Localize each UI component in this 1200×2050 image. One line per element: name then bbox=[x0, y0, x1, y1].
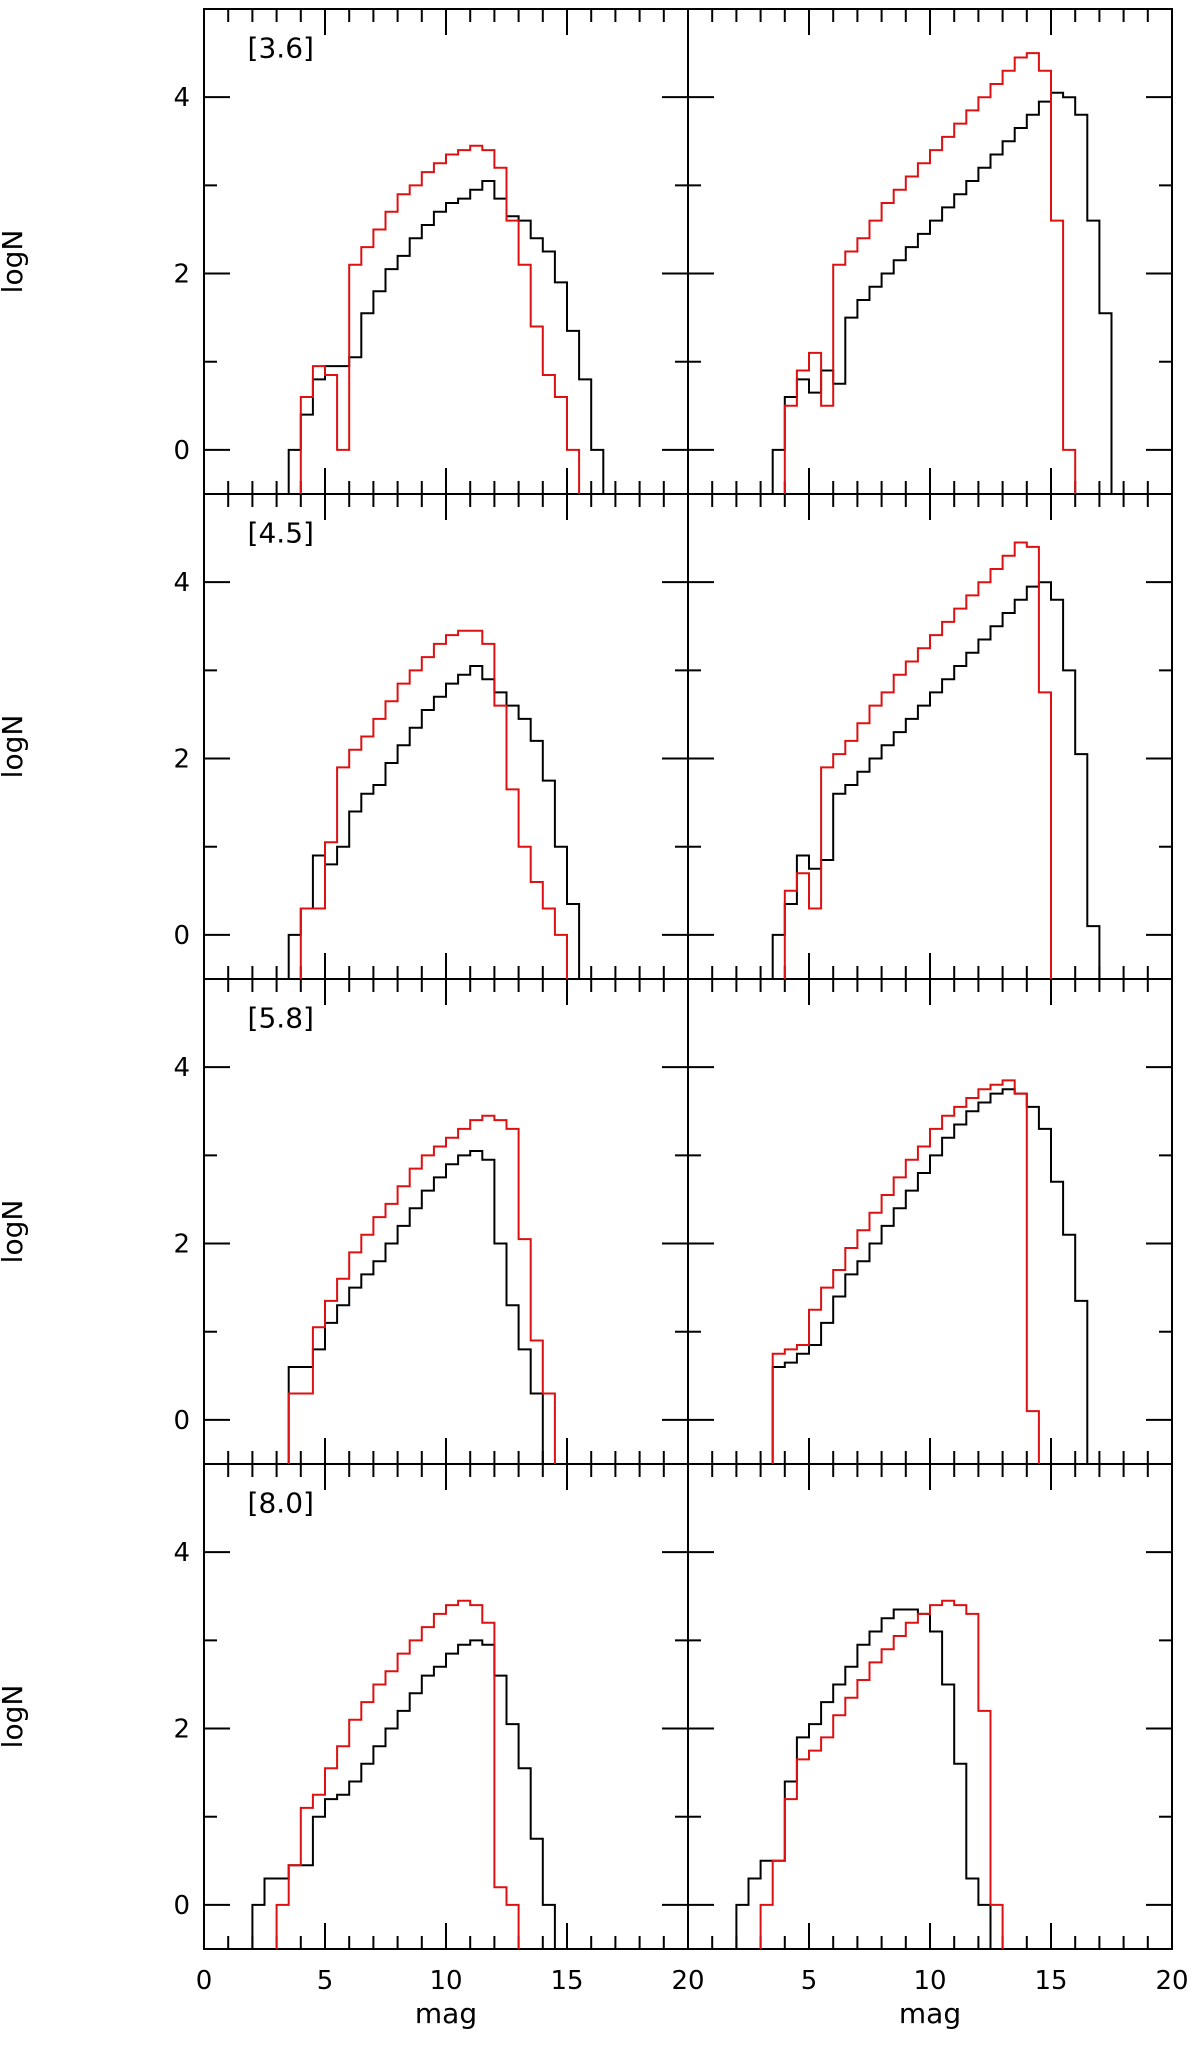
band-label: [5.8] bbox=[248, 1002, 314, 1035]
y-tick-label: 4 bbox=[173, 568, 190, 598]
histogram-red-series bbox=[783, 541, 1052, 979]
panel-frame bbox=[687, 978, 1173, 1465]
histogram-black-series bbox=[771, 91, 1113, 494]
y-tick-label: 2 bbox=[173, 1715, 190, 1745]
histogram-red-series bbox=[783, 52, 1077, 494]
x-tick-label: 15 bbox=[1034, 1966, 1067, 1996]
histogram-black-series bbox=[735, 1608, 992, 1949]
histogram-black-series bbox=[771, 581, 1101, 979]
y-tick-label: 0 bbox=[173, 921, 190, 951]
y-tick-label: 0 bbox=[173, 1406, 190, 1436]
histogram-red-series bbox=[275, 1599, 520, 1949]
y-tick-label: 0 bbox=[173, 1891, 190, 1921]
band-label: [8.0] bbox=[248, 1487, 314, 1520]
axis-ticks bbox=[203, 8, 1173, 1949]
histogram-red-series bbox=[759, 1599, 1004, 1949]
y-tick-label: 4 bbox=[173, 83, 190, 113]
histogram-black-series bbox=[771, 1088, 1089, 1464]
histogram-red-series bbox=[299, 144, 581, 494]
panel-frame bbox=[687, 493, 1173, 980]
x-tick-label: 20 bbox=[1155, 1966, 1188, 1996]
y-tick-label: 2 bbox=[173, 260, 190, 290]
y-tick-label: 4 bbox=[173, 1053, 190, 1083]
histogram-black-series bbox=[287, 1150, 544, 1464]
y-tick-label: 2 bbox=[173, 745, 190, 775]
x-tick-label: 0 bbox=[196, 1966, 213, 1996]
histogram-red-series bbox=[287, 1114, 556, 1464]
x-tick-label: 10 bbox=[913, 1966, 946, 1996]
x-axis-title: mag bbox=[899, 1997, 961, 2030]
y-tick-label: 0 bbox=[173, 436, 190, 466]
band-label: [3.6] bbox=[248, 32, 314, 65]
y-tick-label: 4 bbox=[173, 1538, 190, 1568]
histogram-black-series bbox=[251, 1639, 556, 1949]
panel-frame bbox=[203, 493, 689, 980]
x-tick-label: 15 bbox=[550, 1966, 583, 1996]
band-label: [4.5] bbox=[248, 517, 314, 550]
panel-frame bbox=[203, 8, 689, 495]
x-tick-label: 5 bbox=[317, 1966, 334, 1996]
panel-frame bbox=[203, 978, 689, 1465]
histogram-red-series bbox=[299, 629, 568, 979]
y-axis-title: logN bbox=[0, 1685, 29, 1749]
y-tick-label: 2 bbox=[173, 1230, 190, 1260]
panel-frame bbox=[203, 1463, 689, 1950]
y-axis-title: logN bbox=[0, 715, 29, 779]
histogram-black-series bbox=[287, 180, 605, 494]
histogram-black-series bbox=[287, 665, 581, 979]
y-axis-title: logN bbox=[0, 1200, 29, 1264]
x-tick-label: 10 bbox=[429, 1966, 462, 1996]
x-axis-title: mag bbox=[415, 1997, 477, 2030]
y-axis-title: logN bbox=[0, 230, 29, 294]
x-tick-label: 20 bbox=[671, 1966, 704, 1996]
histogram-curves bbox=[251, 52, 1113, 1949]
histogram-red-series bbox=[771, 1079, 1040, 1464]
x-tick-label: 5 bbox=[801, 1966, 818, 1996]
axis-labels: 0 2 4 logN 0 2 4 logN 0 2 4 logN 0 2 4 logN 0 5 10 15 20 mag 5… bbox=[0, 32, 1189, 2031]
